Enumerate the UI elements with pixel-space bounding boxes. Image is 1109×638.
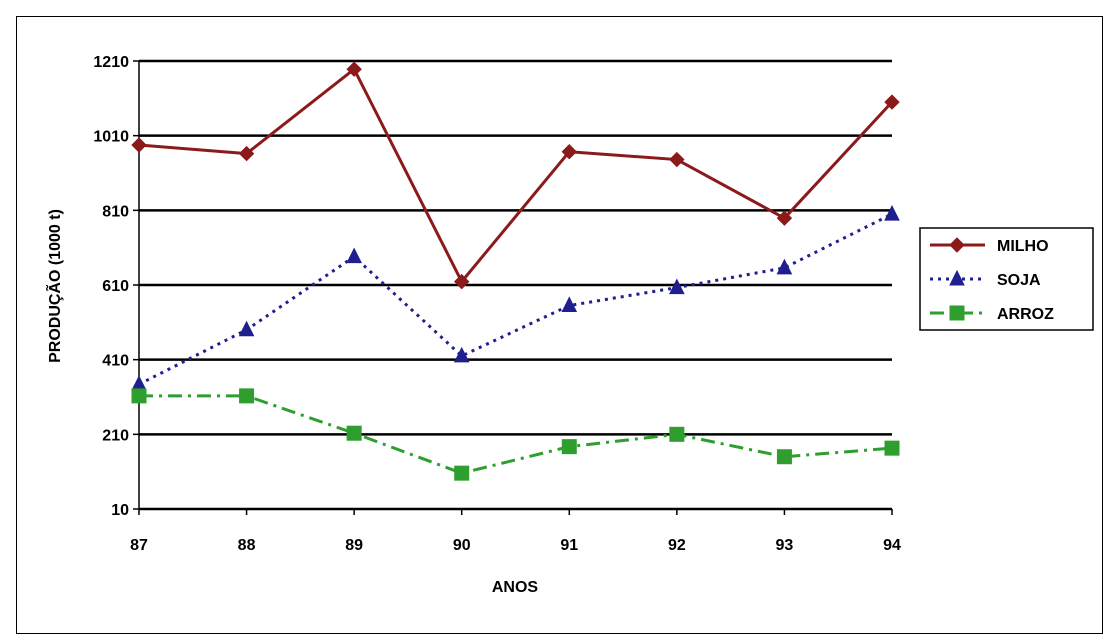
legend-marker-milho [949, 237, 965, 253]
data-point-milho [884, 94, 900, 110]
data-point-milho [776, 210, 793, 226]
data-point-arroz [346, 425, 362, 441]
x-tick-label: 90 [453, 537, 471, 554]
legend-label-soja: SOJA [997, 272, 1041, 289]
x-axis-title: ANOS [492, 579, 539, 596]
y-tick-label: 10 [111, 502, 129, 519]
x-tick-label: 91 [560, 537, 578, 554]
data-point-arroz [131, 388, 147, 404]
data-point-arroz [561, 439, 577, 455]
series-lines [131, 61, 900, 481]
x-tick-label: 88 [238, 537, 256, 554]
y-tick-label: 810 [102, 203, 129, 220]
data-point-arroz [884, 440, 900, 456]
legend-label-arroz: ARROZ [997, 306, 1054, 323]
data-point-arroz [776, 449, 792, 465]
y-tick-label: 610 [102, 278, 129, 295]
data-point-soja [669, 278, 685, 295]
data-point-soja [776, 258, 793, 275]
y-tick-labels: 10 210 410 610 810 1010 1210 [93, 54, 129, 519]
legend-marker-arroz [949, 305, 965, 321]
data-point-soja [238, 320, 255, 337]
data-point-arroz [454, 465, 470, 481]
data-point-soja [453, 346, 470, 363]
y-axis-title: PRODUÇÃO (1000 t) [44, 209, 64, 363]
data-point-milho [561, 144, 577, 160]
data-point-soja [346, 247, 362, 264]
data-point-arroz [239, 388, 255, 404]
x-tick-label: 87 [130, 537, 148, 554]
y-tick-label: 1010 [93, 129, 129, 146]
legend: MILHO SOJA ARROZ [919, 227, 1094, 331]
legend-label-milho: MILHO [997, 238, 1049, 255]
x-tick-labels: 87 88 89 90 91 92 93 94 [130, 537, 901, 554]
y-tick-label: 410 [102, 353, 129, 370]
y-tick-label: 210 [102, 427, 129, 444]
x-tick-label: 94 [883, 537, 901, 554]
data-point-arroz [669, 426, 685, 442]
x-tick-label: 92 [668, 537, 686, 554]
data-point-soja [131, 375, 147, 391]
data-point-soja [884, 204, 900, 221]
gridlines [139, 59, 892, 436]
series-line-milho [138, 67, 894, 284]
series-line-arroz [139, 394, 893, 475]
data-point-milho [454, 273, 470, 290]
y-tick-label: 1210 [93, 54, 129, 71]
legend-marker-soja [949, 269, 965, 286]
axes [133, 60, 893, 515]
series-line-soja [138, 212, 893, 386]
x-tick-label: 89 [345, 537, 363, 554]
data-point-milho [238, 145, 255, 162]
data-point-milho [131, 137, 147, 153]
data-point-soja [561, 296, 578, 313]
data-point-milho [346, 61, 362, 77]
data-point-milho [669, 151, 685, 168]
x-tick-label: 93 [776, 537, 794, 554]
